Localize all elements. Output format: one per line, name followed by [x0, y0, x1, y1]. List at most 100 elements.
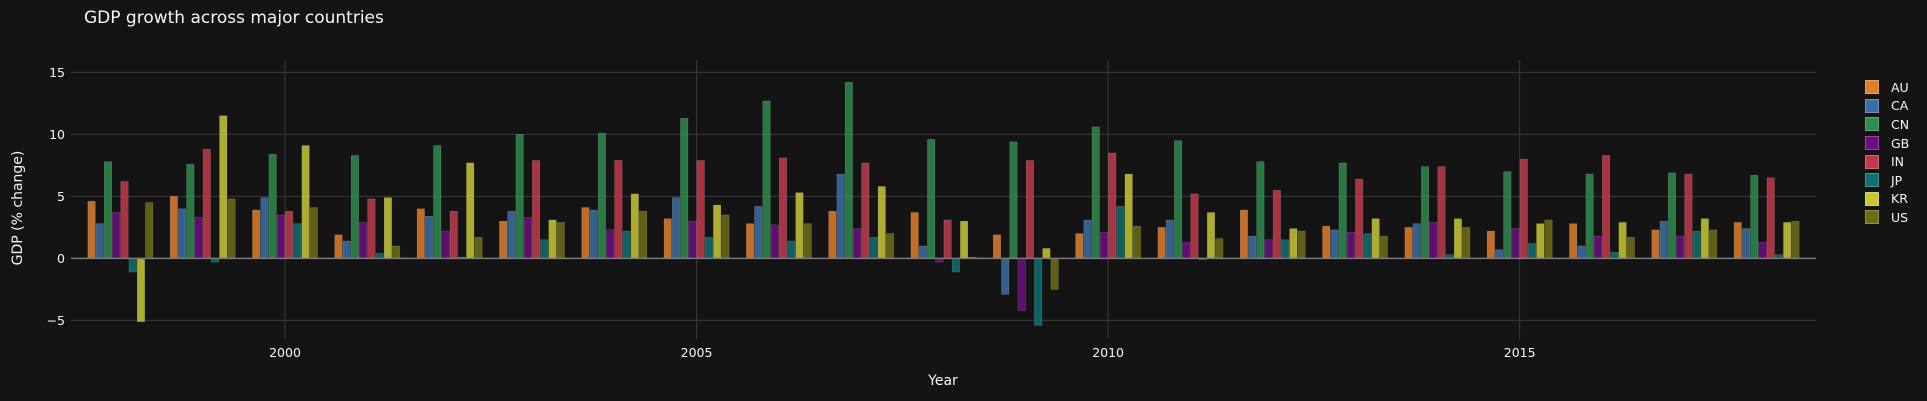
bar-ca-2005 [672, 197, 680, 259]
legend-label: KR [1891, 191, 1908, 207]
bar-us-2001 [392, 245, 401, 259]
bar-gb-2003 [523, 217, 532, 259]
bar-us-2018 [1791, 220, 1800, 259]
bar-au-2017 [1651, 229, 1660, 259]
bar-us-2006 [803, 223, 812, 259]
bar-ca-1998 [95, 223, 104, 259]
bar-au-2008 [910, 212, 919, 259]
bar-jp-2004 [622, 230, 631, 259]
bar-cn-2008 [927, 139, 936, 259]
bar-in-2004 [614, 160, 623, 259]
bar-in-2011 [1190, 193, 1199, 259]
x-tick-label: 2015 [1504, 345, 1536, 360]
bar-us-2009 [1050, 258, 1059, 290]
bar-jp-2013 [1363, 233, 1372, 259]
x-tick-label: 2005 [681, 345, 713, 360]
bar-us-1998 [145, 202, 154, 259]
legend-item-jp[interactable]: JP [1865, 171, 1909, 190]
bar-in-2010 [1108, 152, 1117, 259]
bar-kr-2006 [795, 192, 804, 259]
bar-jp-2005 [704, 237, 713, 259]
bar-au-2007 [828, 211, 837, 259]
bar-jp-2012 [1281, 239, 1290, 259]
bar-gb-2001 [359, 222, 368, 259]
bar-au-2014 [1404, 227, 1413, 259]
bar-kr-2012 [1289, 228, 1298, 259]
y-axis-label: GDP (% change) [10, 151, 26, 266]
bar-gb-2009 [1017, 258, 1026, 311]
bar-jp-2008 [951, 258, 960, 273]
bar-us-1999 [227, 198, 236, 259]
bar-in-1999 [202, 149, 211, 259]
bar-kr-2015 [1536, 223, 1545, 259]
bar-ca-2002 [425, 215, 434, 259]
bar-us-2002 [474, 237, 483, 259]
bar-us-2004 [639, 211, 648, 259]
legend-label: US [1891, 209, 1909, 225]
legend-item-in[interactable]: IN [1865, 152, 1909, 171]
bar-in-2005 [696, 160, 705, 259]
bar-in-2012 [1272, 189, 1281, 259]
bar-ca-2016 [1577, 245, 1586, 259]
bar-in-2013 [1355, 178, 1364, 259]
bar-gb-2018 [1758, 242, 1767, 259]
bar-gb-1999 [194, 217, 203, 259]
bar-kr-2001 [383, 197, 392, 259]
bar-gb-2014 [1429, 222, 1438, 259]
bar-cn-2014 [1421, 166, 1429, 259]
bar-au-2003 [499, 220, 508, 259]
bar-kr-2010 [1124, 173, 1133, 259]
bar-au-2018 [1733, 222, 1742, 259]
bar-us-2014 [1462, 227, 1471, 259]
bar-gb-2004 [606, 229, 615, 259]
bar-ca-2009 [1001, 258, 1010, 295]
legend-swatch [1865, 136, 1879, 151]
legend-item-cn[interactable]: CN [1865, 115, 1909, 134]
bar-jp-2009 [1034, 258, 1043, 326]
x-tick-labels: 2000 2005 2010 2015 [269, 345, 1535, 360]
bar-ca-2014 [1412, 223, 1421, 259]
bar-ca-2018 [1742, 228, 1751, 259]
bar-ca-2015 [1495, 249, 1504, 259]
bar-gb-2017 [1676, 235, 1685, 259]
legend-label: GB [1891, 135, 1910, 151]
legend-item-ca[interactable]: CA [1865, 97, 1909, 116]
bar-au-2010 [1075, 233, 1084, 259]
bar-ca-2004 [589, 209, 598, 259]
bar-gb-2016 [1593, 235, 1602, 259]
bar-kr-2004 [630, 193, 639, 259]
legend-item-kr[interactable]: KR [1865, 190, 1909, 209]
bar-kr-2002 [466, 162, 475, 259]
bar-in-2001 [367, 198, 376, 259]
bar-au-2002 [416, 208, 425, 259]
bar-jp-2010 [1116, 206, 1125, 259]
bar-ca-2007 [836, 173, 845, 259]
bar-cn-2018 [1750, 175, 1759, 259]
bar-jp-2017 [1692, 230, 1701, 259]
legend-label: CN [1891, 116, 1910, 132]
bar-jp-2016 [1610, 251, 1619, 259]
grid-lines [71, 60, 1816, 339]
bar-au-2016 [1569, 223, 1578, 259]
bar-cn-2003 [515, 134, 524, 259]
bar-gb-2013 [1346, 232, 1355, 259]
legend-item-us[interactable]: US [1865, 208, 1909, 227]
bar-au-1998 [87, 201, 96, 259]
bar-au-2005 [663, 218, 672, 259]
bar-in-1998 [120, 181, 129, 259]
bar-in-2002 [449, 211, 458, 259]
y-tick-labels: −5 0 5 10 15 [47, 65, 65, 328]
bar-ca-2012 [1248, 235, 1257, 259]
bar-cn-2010 [1091, 126, 1100, 259]
bar-au-2000 [252, 209, 261, 259]
legend-item-au[interactable]: AU [1865, 78, 1909, 97]
y-tick-label: 0 [57, 251, 65, 266]
bar-au-2015 [1486, 230, 1495, 259]
bar-kr-2009 [1042, 248, 1051, 259]
y-tick-label: 15 [49, 65, 65, 80]
bars [87, 82, 1800, 326]
bar-kr-2013 [1371, 218, 1380, 259]
bar-in-2017 [1684, 173, 1693, 259]
legend-item-gb[interactable]: GB [1865, 134, 1909, 153]
bar-kr-2000 [301, 145, 310, 259]
